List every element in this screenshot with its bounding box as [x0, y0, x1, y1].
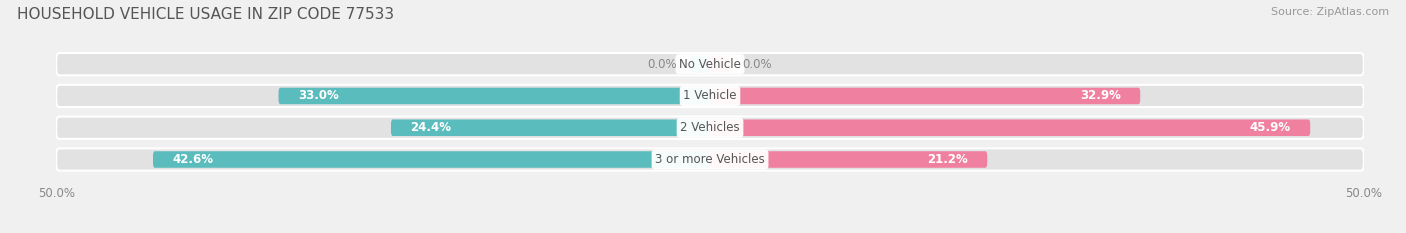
FancyBboxPatch shape — [56, 148, 1364, 171]
FancyBboxPatch shape — [690, 56, 710, 72]
Text: 32.9%: 32.9% — [1080, 89, 1121, 103]
Text: 21.2%: 21.2% — [927, 153, 967, 166]
Text: 3 or more Vehicles: 3 or more Vehicles — [655, 153, 765, 166]
Text: HOUSEHOLD VEHICLE USAGE IN ZIP CODE 77533: HOUSEHOLD VEHICLE USAGE IN ZIP CODE 7753… — [17, 7, 394, 22]
Text: 24.4%: 24.4% — [411, 121, 451, 134]
Text: 2 Vehicles: 2 Vehicles — [681, 121, 740, 134]
FancyBboxPatch shape — [391, 120, 710, 136]
Text: 0.0%: 0.0% — [648, 58, 678, 71]
Text: 0.0%: 0.0% — [742, 58, 772, 71]
Text: 33.0%: 33.0% — [298, 89, 339, 103]
FancyBboxPatch shape — [710, 120, 1310, 136]
FancyBboxPatch shape — [710, 88, 1140, 104]
Legend: Owner-occupied, Renter-occupied: Owner-occupied, Renter-occupied — [583, 230, 837, 233]
Text: No Vehicle: No Vehicle — [679, 58, 741, 71]
FancyBboxPatch shape — [710, 151, 987, 168]
Text: Source: ZipAtlas.com: Source: ZipAtlas.com — [1271, 7, 1389, 17]
FancyBboxPatch shape — [710, 56, 730, 72]
Text: 1 Vehicle: 1 Vehicle — [683, 89, 737, 103]
FancyBboxPatch shape — [153, 151, 710, 168]
Text: 45.9%: 45.9% — [1250, 121, 1291, 134]
Text: 42.6%: 42.6% — [173, 153, 214, 166]
FancyBboxPatch shape — [56, 53, 1364, 75]
FancyBboxPatch shape — [56, 85, 1364, 107]
FancyBboxPatch shape — [56, 116, 1364, 139]
FancyBboxPatch shape — [278, 88, 710, 104]
